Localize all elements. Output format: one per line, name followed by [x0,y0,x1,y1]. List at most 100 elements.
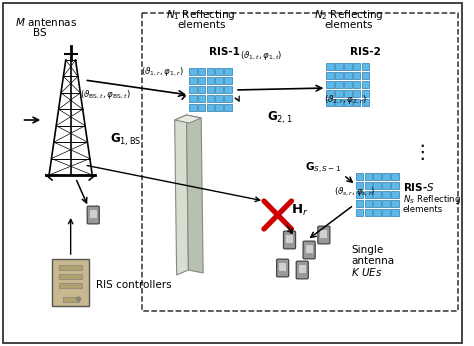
Bar [365,200,372,207]
Bar [299,265,306,273]
Text: RIS controllers: RIS controllers [96,280,172,290]
Text: $(\vartheta_{s,r},\varphi_{s,r})$: $(\vartheta_{s,r},\varphi_{s,r})$ [334,185,375,198]
Bar [224,85,232,93]
Bar [326,99,334,106]
FancyBboxPatch shape [303,241,315,259]
Bar [362,72,369,79]
Bar [198,94,205,102]
Text: $\mathbf{H}_r$: $\mathbf{H}_r$ [291,202,308,218]
Bar [215,76,223,84]
Bar [382,209,390,216]
Bar [344,99,352,106]
Bar [356,200,364,207]
Bar [335,63,343,70]
Bar [374,173,381,180]
Bar [362,99,369,106]
Bar [207,103,214,111]
Bar [215,85,223,93]
Bar [365,173,372,180]
Bar [189,67,197,75]
Text: $(\vartheta_{1,t},\varphi_{1,t})$: $(\vartheta_{1,t},\varphi_{1,t})$ [240,49,283,62]
Bar [356,173,364,180]
Bar [90,210,97,218]
FancyBboxPatch shape [277,259,289,277]
Text: BS: BS [33,28,47,38]
FancyBboxPatch shape [52,259,89,306]
Bar [374,191,381,198]
Bar [59,283,82,288]
Bar [189,103,197,111]
Text: $(\vartheta_{1,r},\varphi_{1,r})$: $(\vartheta_{1,r},\varphi_{1,r})$ [141,66,183,79]
Bar [391,182,399,189]
Text: antenna: antenna [351,256,394,266]
Bar [335,72,343,79]
Bar [365,209,372,216]
Text: $\mathbf{G}_{S,S-1}$: $\mathbf{G}_{S,S-1}$ [305,161,341,175]
FancyBboxPatch shape [87,206,99,224]
Bar [207,85,214,93]
Text: $N_2$ Reflecting: $N_2$ Reflecting [314,8,383,22]
Bar [374,209,381,216]
Text: ⋮: ⋮ [412,144,432,163]
Bar [224,76,232,84]
FancyBboxPatch shape [296,261,308,279]
Bar [391,209,399,216]
Text: $N_1$ Reflecting: $N_1$ Reflecting [166,8,236,22]
Bar [198,67,205,75]
Text: elements: elements [403,206,443,215]
Bar [215,103,223,111]
Bar [365,182,372,189]
Text: $K$ UEs: $K$ UEs [351,266,383,278]
Bar [326,81,334,88]
Bar [365,191,372,198]
Bar [215,67,223,75]
Bar [374,200,381,207]
Bar [207,76,214,84]
Bar [207,67,214,75]
Bar [326,72,334,79]
Bar [353,81,360,88]
Bar [215,94,223,102]
Text: $N_S$ Reflecting: $N_S$ Reflecting [403,193,461,207]
Text: $(\vartheta_{2,r},\varphi_{2,r})$: $(\vartheta_{2,r},\varphi_{2,r})$ [324,94,366,107]
Bar [335,99,343,106]
Bar [59,265,82,270]
Bar [326,90,334,97]
Bar [391,173,399,180]
Bar [198,103,205,111]
Bar [279,263,286,271]
Bar [320,230,327,238]
Bar [382,200,390,207]
Bar [362,90,369,97]
Bar [353,99,360,106]
Bar [224,103,232,111]
Bar [356,182,364,189]
Bar [344,90,352,97]
Bar [63,297,79,302]
Bar [353,72,360,79]
Bar [353,90,360,97]
Bar [344,63,352,70]
Bar [142,13,458,311]
Bar [189,85,197,93]
Bar [344,72,352,79]
Text: elements: elements [324,20,373,30]
Bar [382,191,390,198]
Circle shape [76,297,81,301]
Bar [198,76,205,84]
Bar [391,200,399,207]
Bar [382,173,390,180]
Bar [189,94,197,102]
Bar [306,245,312,253]
Bar [207,94,214,102]
Text: RIS-$S$: RIS-$S$ [403,181,435,193]
Bar [356,209,364,216]
FancyBboxPatch shape [318,226,330,244]
Polygon shape [175,115,201,123]
Bar [224,67,232,75]
Bar [344,81,352,88]
FancyBboxPatch shape [283,231,295,249]
Bar [326,63,334,70]
Text: RIS-1: RIS-1 [209,47,240,57]
Bar [353,63,360,70]
